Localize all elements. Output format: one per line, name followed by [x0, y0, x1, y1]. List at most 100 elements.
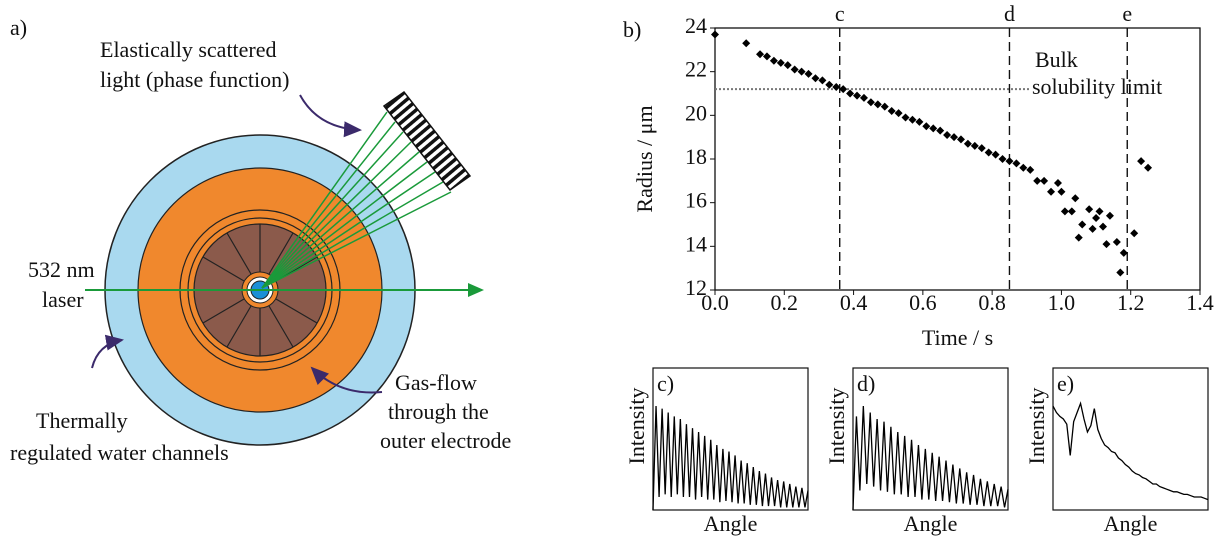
data-point — [1071, 194, 1080, 203]
y-tick-label: 14 — [685, 231, 707, 256]
x-tick-label: 1.0 — [1048, 290, 1076, 315]
data-point — [998, 155, 1007, 163]
y-tick-label: 12 — [685, 275, 707, 300]
data-point — [1067, 207, 1076, 216]
panel-label: c) — [657, 371, 674, 396]
marker-label: e — [1122, 1, 1132, 26]
data-point — [769, 56, 778, 65]
data-point — [742, 39, 751, 48]
data-point — [1137, 157, 1146, 166]
data-point — [804, 69, 813, 78]
data-point — [963, 139, 972, 148]
plot-frame — [1052, 367, 1209, 511]
data-point — [929, 124, 938, 133]
data-point — [1078, 220, 1087, 229]
data-point — [711, 30, 719, 39]
data-point — [1144, 163, 1153, 172]
annotation: Thermally — [36, 408, 128, 433]
data-point — [887, 106, 896, 115]
x-tick-label: 0.2 — [771, 290, 799, 315]
data-point — [956, 135, 965, 144]
scattered-rays — [261, 111, 452, 289]
annotation: regulated water channels — [10, 440, 229, 465]
data-point — [1102, 240, 1111, 249]
annotation: light (phase function) — [100, 67, 289, 92]
intensity-line — [652, 405, 809, 511]
data-point — [1105, 211, 1114, 220]
panel-label: a) — [10, 15, 27, 40]
x-tick-label: 1.4 — [1186, 290, 1214, 315]
data-point — [756, 50, 765, 59]
plot-frame — [652, 367, 809, 511]
data-point — [776, 58, 785, 67]
data-point — [1085, 205, 1094, 214]
data-point — [1053, 179, 1062, 188]
annotation: 532 nm — [28, 257, 95, 282]
panel-label: b) — [623, 17, 641, 42]
x-tick-label: 0.6 — [909, 290, 937, 315]
data-point — [1088, 224, 1097, 233]
y-tick-label: 16 — [685, 188, 707, 213]
intensity-line — [852, 405, 1009, 511]
annotation: outer electrode — [380, 428, 511, 453]
data-point — [915, 117, 924, 126]
panel-label: e) — [1057, 371, 1074, 396]
data-point — [922, 122, 931, 131]
marker-label: d — [1004, 1, 1015, 26]
x-tick-label: 0.4 — [840, 290, 868, 315]
data-point — [762, 52, 771, 61]
data-point — [797, 67, 806, 76]
data-point — [1060, 207, 1069, 216]
data-point — [839, 85, 848, 94]
data-point — [853, 91, 862, 100]
y-axis-label: Intensity — [624, 388, 649, 465]
data-point — [1092, 213, 1101, 222]
data-point — [1119, 248, 1128, 257]
data-point — [894, 109, 903, 118]
x-axis-label: Angle — [1104, 511, 1158, 536]
x-axis-label: Time / s — [922, 325, 993, 350]
data-point — [1005, 157, 1014, 166]
data-point — [908, 115, 917, 124]
annotation: through the — [388, 399, 489, 424]
annotation: laser — [42, 287, 84, 312]
data-point — [866, 98, 875, 107]
data-point — [1047, 187, 1056, 196]
reference-label: Bulk — [1035, 47, 1078, 72]
x-axis-label: Angle — [704, 511, 758, 536]
x-tick-label: 0.8 — [978, 290, 1006, 315]
y-axis-label: Radius / μm — [632, 105, 657, 212]
data-point — [811, 74, 820, 83]
arrows — [91, 94, 383, 394]
x-tick-label: 0.0 — [701, 290, 729, 315]
data-point — [1112, 237, 1121, 246]
data-point — [873, 100, 882, 109]
marker-label: c — [835, 1, 845, 26]
data-point — [977, 144, 986, 153]
intensity-line — [1052, 401, 1209, 501]
data-point — [1040, 176, 1049, 185]
x-axis-label: Angle — [904, 511, 958, 536]
data-point — [1095, 207, 1104, 216]
data-point — [936, 126, 945, 135]
data-point — [950, 133, 959, 142]
data-point — [943, 130, 952, 139]
laser-arrow — [468, 283, 484, 297]
data-point — [1026, 165, 1035, 174]
annotation: Gas-flow — [395, 370, 477, 395]
y-tick-label: 24 — [685, 13, 707, 38]
data-point — [1033, 176, 1042, 185]
data-point — [846, 89, 855, 98]
data-point — [1116, 268, 1125, 277]
panel-label: d) — [857, 371, 875, 396]
data-point — [818, 76, 827, 85]
data-point — [825, 80, 834, 89]
data-point — [880, 102, 889, 111]
reference-label: solubility limit — [1032, 74, 1162, 99]
data-point — [970, 141, 979, 150]
data-point — [783, 61, 792, 70]
annotation: Elastically scattered — [100, 37, 277, 62]
detector — [382, 90, 472, 192]
data-point — [1099, 222, 1107, 231]
